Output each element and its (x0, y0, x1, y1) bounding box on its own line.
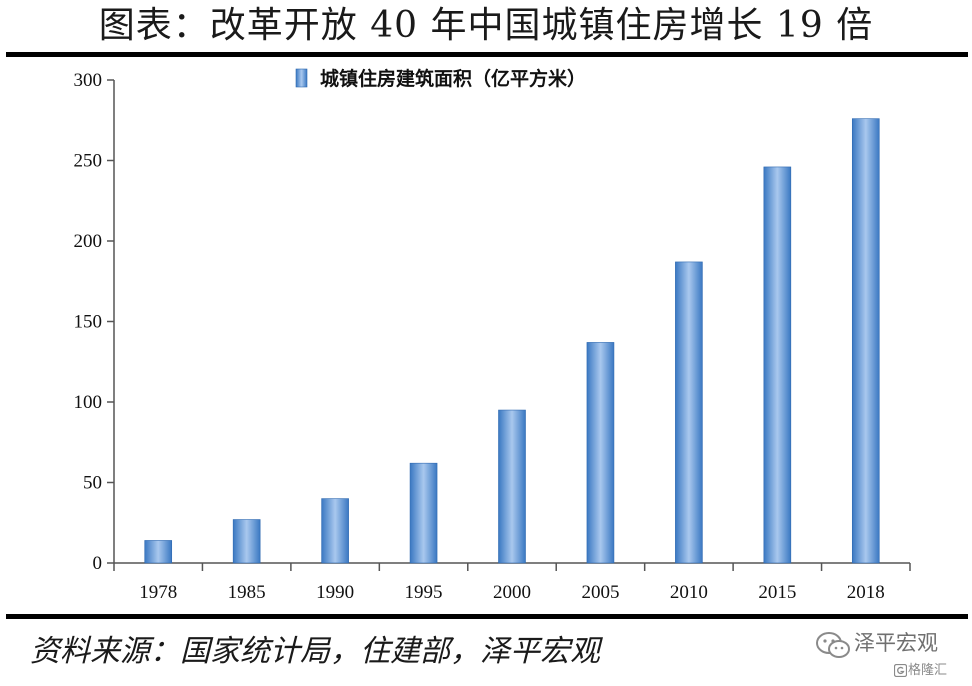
bar-1995 (409, 462, 438, 564)
legend-swatch (295, 68, 308, 88)
x-tick-label: 2010 (670, 582, 708, 603)
y-tick-label: 50 (83, 473, 102, 494)
top-rule (6, 52, 968, 57)
bar-1990 (321, 498, 349, 564)
legend-label: 城镇住房建筑面积（亿平方米） (320, 67, 586, 90)
x-tick-label: 1995 (405, 582, 443, 603)
bar-1985 (232, 519, 261, 564)
bar-2015 (763, 166, 792, 564)
y-tick-label: 150 (74, 312, 103, 333)
x-tick-label: 1985 (228, 582, 266, 603)
y-tick-label: 300 (74, 70, 103, 91)
wechat-bubble-icon (816, 632, 850, 658)
y-tick-label: 250 (74, 151, 103, 172)
x-tick-label: 2015 (758, 582, 796, 603)
x-tick-label: 2000 (493, 582, 531, 603)
bar-chart: 0 50 100 150 200 250 300 1978 1985 1990 1995 2000 20… (74, 67, 911, 603)
y-tick-label: 200 (74, 231, 103, 252)
bottom-rule (6, 614, 968, 619)
watermark-name: 泽平宏观 (854, 631, 938, 655)
watermark: 泽平宏观 格隆汇 (810, 628, 968, 684)
y-tick-label: 100 (74, 392, 103, 413)
y-tick-label: 0 (93, 553, 103, 574)
bar-1978 (144, 540, 173, 564)
x-tick-label: 1990 (316, 582, 354, 603)
x-tick-label: 1978 (139, 582, 177, 603)
bar-2005 (586, 342, 615, 564)
source-note: 资料来源：国家统计局，住建部，泽平宏观 (30, 634, 600, 669)
watermark-sub: 格隆汇 (908, 663, 948, 678)
x-tick-label: 2018 (847, 582, 885, 603)
bar-2000 (498, 409, 526, 564)
g-logo-icon (894, 664, 907, 677)
bar-2010 (675, 261, 703, 564)
chart-title: 图表：改革开放 40 年中国城镇住房增长 19 倍 (98, 5, 874, 46)
bar-2018 (851, 118, 880, 564)
x-tick-label: 2005 (581, 582, 619, 603)
